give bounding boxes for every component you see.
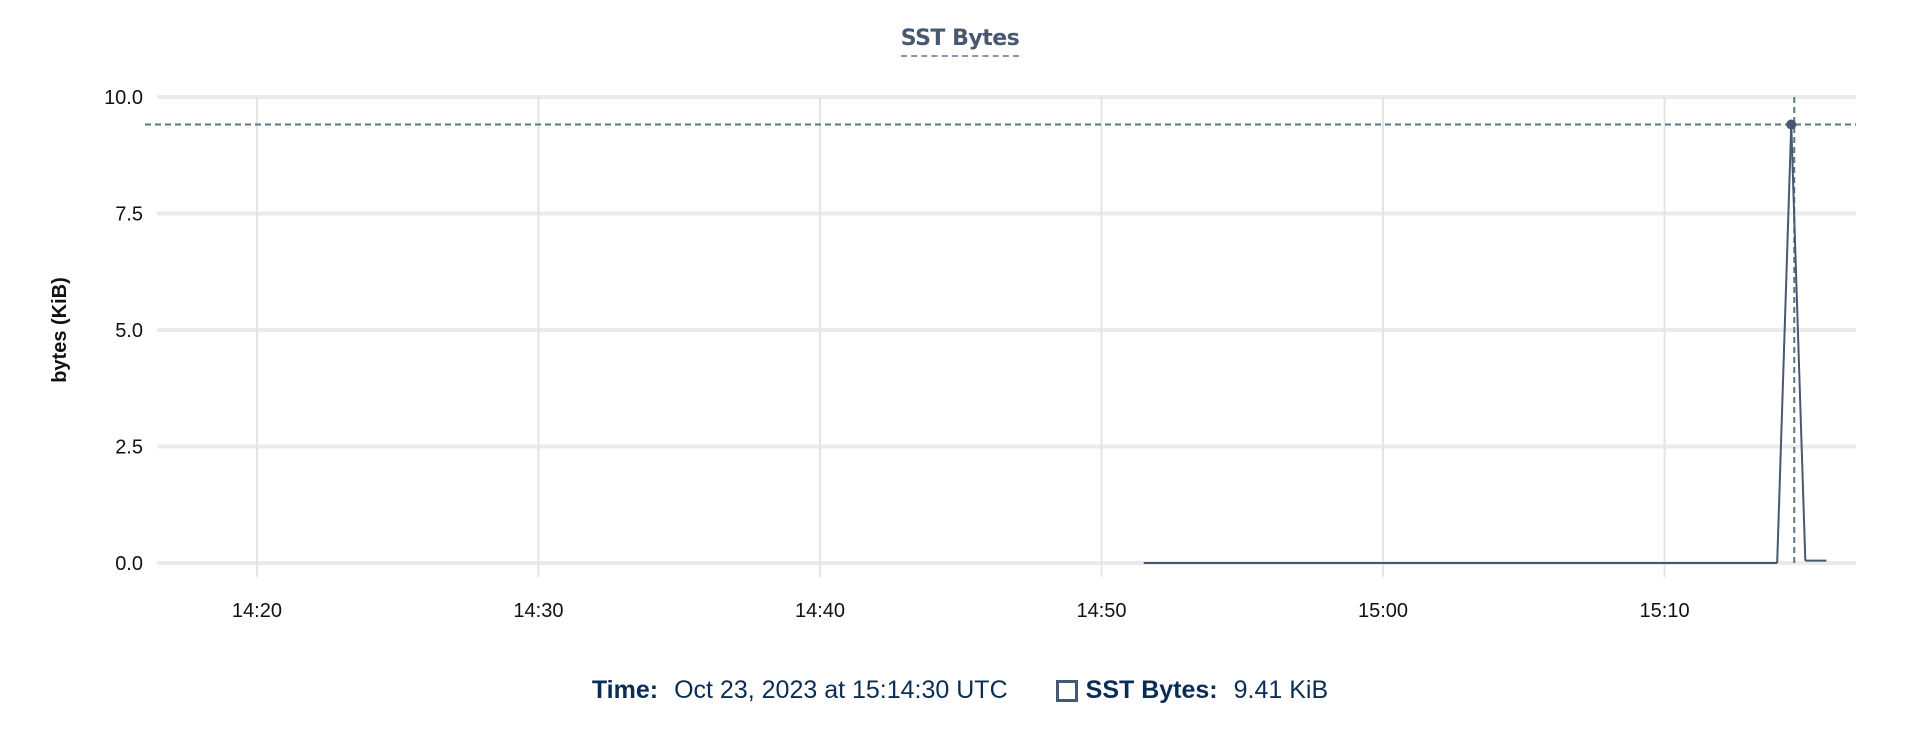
series-line-segment: [1776, 124, 1793, 564]
hover-point: [1786, 119, 1797, 130]
legend: Time: Oct 23, 2023 at 15:14:30 UTC SST B…: [0, 676, 1920, 705]
chart-title: SST Bytes: [0, 26, 1920, 57]
y-tick-label: 7.5: [115, 204, 143, 226]
x-tick-label: 15:00: [1358, 600, 1408, 622]
y-tick-label: 2.5: [115, 437, 143, 459]
chart-title-text: SST Bytes: [900, 26, 1020, 57]
series-swatch-icon[interactable]: [1055, 679, 1078, 702]
y-tick-label: 0.0: [115, 553, 143, 575]
x-tick-label: 14:40: [795, 600, 845, 622]
time-label: Time:: [591, 676, 659, 704]
x-tick-label: 15:10: [1640, 600, 1690, 622]
y-axis-label: bytes (KiB): [49, 277, 71, 383]
series-label: SST Bytes:: [1085, 676, 1218, 704]
y-tick-label: 5.0: [115, 320, 143, 342]
series-line-segment: [1790, 124, 1807, 561]
x-tick-label: 14:20: [232, 600, 282, 622]
series-value: 9.41 KiB: [1233, 676, 1329, 704]
x-tick-label: 14:30: [513, 600, 563, 622]
time-value: Oct 23, 2023 at 15:14:30 UTC: [674, 676, 1008, 704]
y-tick-label: 10.0: [104, 87, 143, 109]
x-tick-label: 14:50: [1076, 600, 1126, 622]
